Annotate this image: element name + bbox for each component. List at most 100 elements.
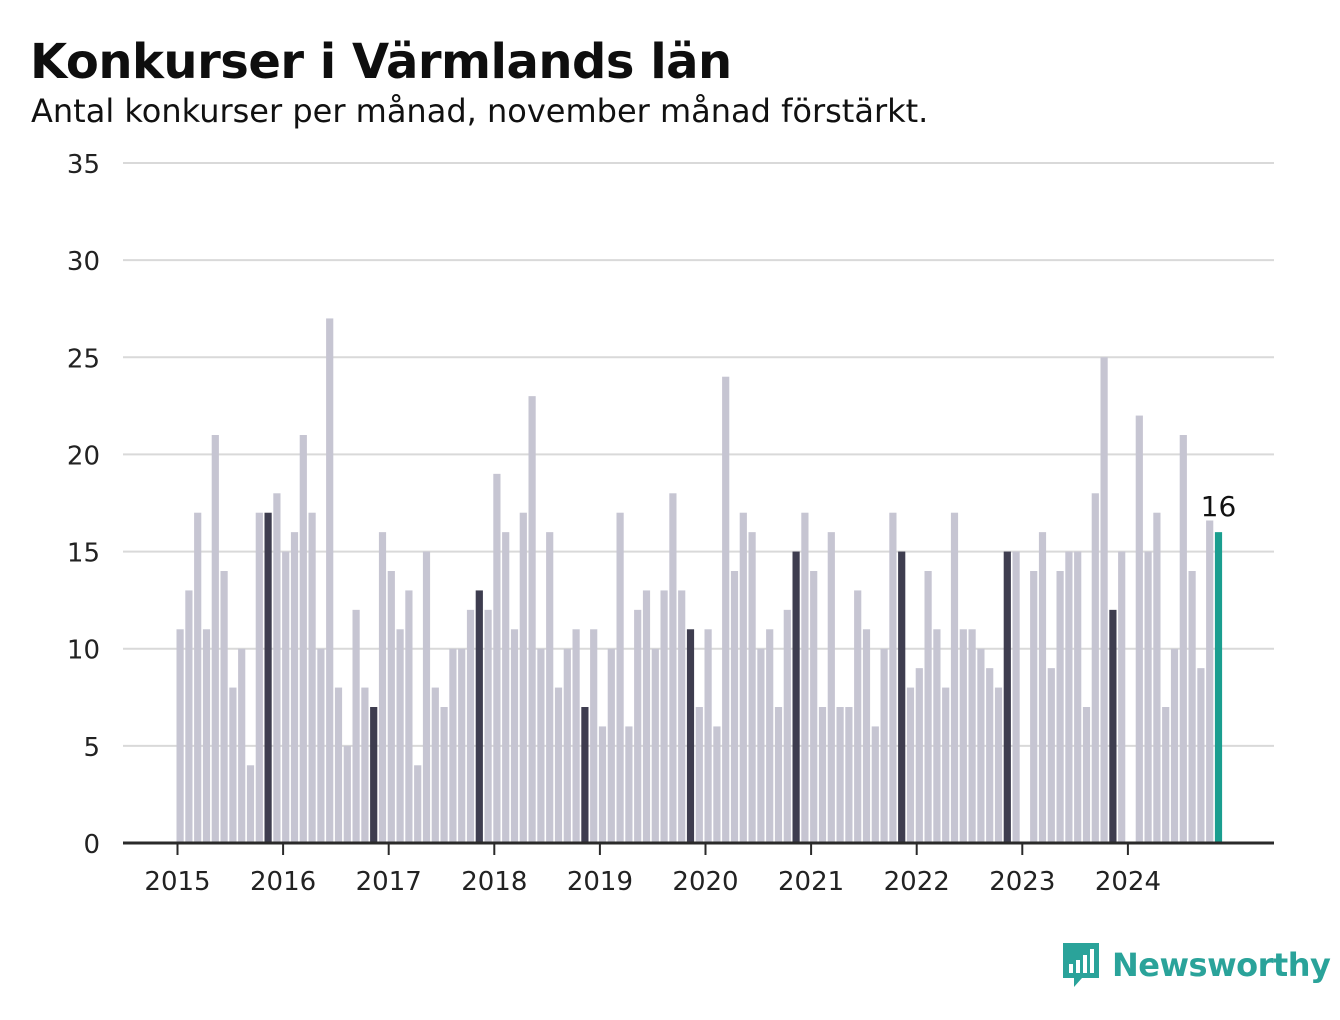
bar	[510, 629, 519, 843]
bar	[387, 571, 395, 843]
bar	[370, 707, 378, 843]
bar	[554, 687, 563, 843]
bar	[405, 590, 413, 843]
bar	[581, 707, 589, 843]
bar	[889, 512, 897, 843]
bar	[924, 571, 932, 843]
bar	[836, 707, 844, 843]
bar	[1197, 668, 1205, 843]
bar	[475, 590, 483, 843]
bar	[220, 571, 228, 843]
bar	[950, 512, 959, 843]
bar	[783, 609, 791, 843]
bar	[1188, 571, 1196, 843]
bar	[766, 629, 774, 843]
y-tick-label: 5	[83, 733, 100, 763]
chart-subtitle: Antal konkurser per månad, november måna…	[31, 92, 929, 130]
bar	[704, 629, 712, 843]
bar	[352, 609, 360, 843]
bar	[1214, 532, 1223, 843]
bar	[343, 745, 351, 843]
bar	[818, 707, 827, 843]
bar	[669, 493, 677, 843]
bar	[871, 726, 879, 843]
bar	[801, 512, 809, 843]
y-tick-label: 15	[67, 539, 100, 569]
bar	[774, 707, 783, 843]
bar	[686, 629, 695, 843]
x-tick-label: 2016	[250, 867, 316, 897]
bar	[1030, 571, 1038, 843]
bar	[528, 396, 536, 843]
bar	[440, 707, 448, 843]
bar	[502, 532, 510, 843]
x-tick-label: 2015	[144, 867, 210, 897]
bar	[642, 590, 651, 843]
bar	[1047, 668, 1055, 843]
bar	[493, 473, 501, 843]
bar	[1056, 571, 1064, 843]
y-tick-label: 0	[83, 830, 100, 860]
x-tick-label: 2024	[1095, 867, 1161, 897]
bar	[722, 376, 730, 843]
bar	[185, 590, 193, 843]
bar	[255, 512, 263, 843]
bar	[1065, 551, 1073, 843]
bar	[968, 629, 976, 843]
bar	[458, 648, 466, 843]
x-tick-label: 2018	[461, 867, 527, 897]
bar	[282, 551, 290, 843]
bar	[546, 532, 554, 843]
bar	[299, 435, 307, 843]
bar	[194, 512, 202, 843]
bar	[326, 318, 334, 843]
x-tick-label: 2019	[567, 867, 633, 897]
bar	[634, 609, 642, 843]
bar	[563, 648, 571, 843]
bar	[317, 648, 325, 843]
x-axis-tick-labels: 2015 2016 2017 2018 2019 2020 2021 2022 2023 2024	[144, 867, 1161, 897]
bar	[739, 512, 747, 843]
bar	[598, 726, 607, 843]
newsworthy-logo-icon	[1063, 943, 1099, 987]
bar	[1162, 707, 1170, 843]
bar	[202, 629, 211, 843]
bar	[378, 532, 387, 843]
bar	[994, 687, 1003, 843]
bar	[1091, 493, 1099, 843]
bar	[1135, 415, 1143, 843]
bar	[1206, 520, 1214, 843]
bar	[713, 726, 721, 843]
bar	[827, 532, 835, 843]
bar	[308, 512, 316, 843]
chart-title: Konkurser i Värmlands län	[30, 34, 732, 90]
bar	[396, 629, 404, 843]
bar	[1082, 707, 1091, 843]
y-tick-label: 35	[67, 150, 100, 180]
bar	[1109, 609, 1117, 843]
bar	[986, 668, 994, 843]
y-tick-label: 30	[67, 247, 100, 277]
bar	[678, 590, 686, 843]
bar	[334, 687, 343, 843]
bar	[361, 687, 369, 843]
bar	[845, 707, 853, 843]
bar	[1012, 551, 1020, 843]
bar	[246, 765, 255, 843]
latest-value-label: 16	[1201, 490, 1237, 523]
x-tick-label: 2023	[989, 867, 1055, 897]
bar	[211, 435, 219, 843]
bar	[264, 512, 272, 843]
bar	[1179, 435, 1187, 843]
y-axis-tick-labels: 0 5 10 15 20 25 30 35	[67, 150, 100, 860]
bar	[792, 551, 800, 843]
bar	[229, 687, 237, 843]
x-axis	[123, 841, 1274, 855]
x-tick-label: 2017	[356, 867, 422, 897]
bar	[651, 648, 659, 843]
bar	[431, 687, 439, 843]
bar	[616, 512, 624, 843]
bar	[1074, 551, 1082, 843]
bar	[906, 687, 915, 843]
bar	[273, 493, 281, 843]
